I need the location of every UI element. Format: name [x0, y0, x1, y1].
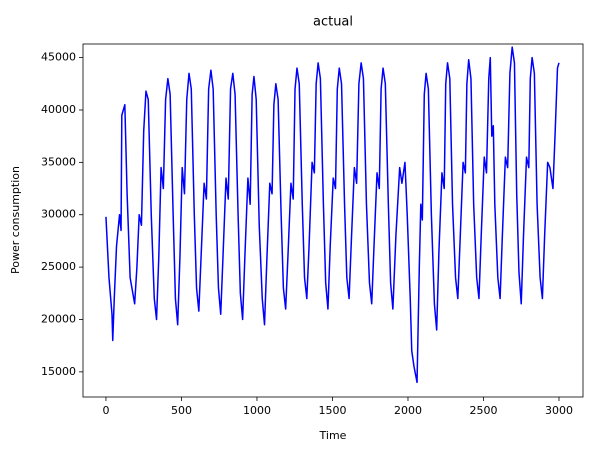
x-tick-label: 2000: [394, 404, 422, 417]
x-tick-label: 500: [171, 404, 192, 417]
x-tick-label: 1000: [243, 404, 271, 417]
x-axis-label: Time: [319, 429, 347, 442]
data-line: [105, 46, 560, 384]
x-tick-label: 3000: [545, 404, 573, 417]
y-axis-label: Power consumption: [9, 166, 22, 274]
chart-title: actual: [313, 15, 353, 30]
x-tick-label: 0: [102, 404, 109, 417]
y-tick-label: 45000: [41, 51, 76, 64]
plot-frame: [82, 43, 584, 398]
y-tick-label: 25000: [41, 260, 76, 273]
y-tick-label: 40000: [41, 103, 76, 116]
y-tick-label: 35000: [41, 155, 76, 168]
x-tick-label: 1500: [318, 404, 346, 417]
y-tick-label: 15000: [41, 365, 76, 378]
y-tick-label: 20000: [41, 312, 76, 325]
x-tick-label: 2500: [469, 404, 497, 417]
y-tick-label: 30000: [41, 208, 76, 221]
